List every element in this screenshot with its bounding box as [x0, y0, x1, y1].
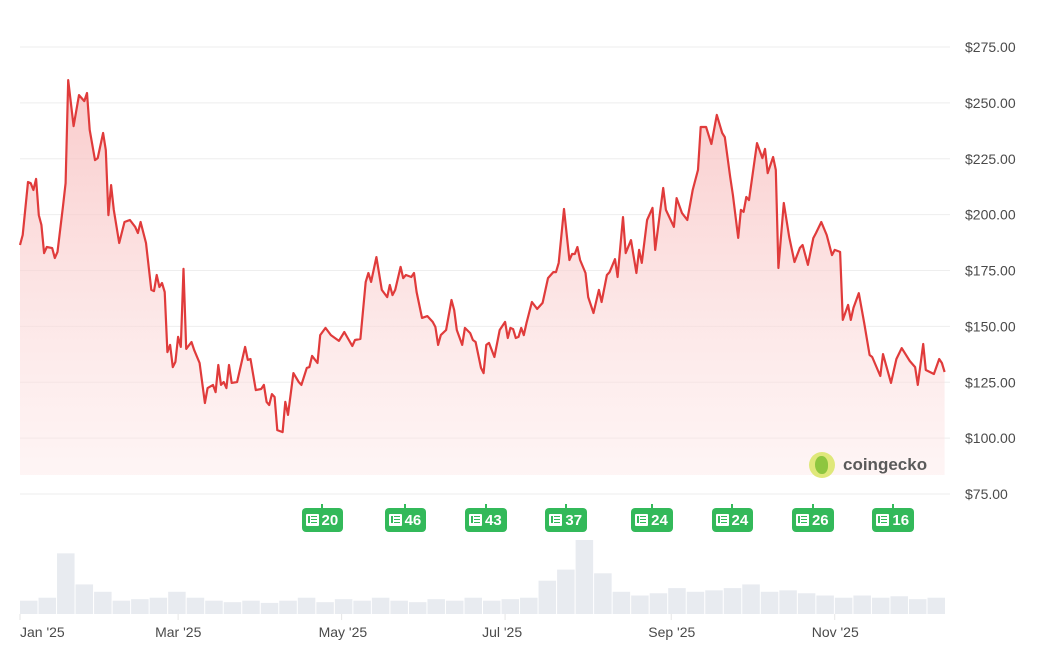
volume-bar — [612, 591, 631, 614]
volume-bar — [38, 597, 57, 614]
volume-bar — [223, 602, 242, 614]
news-count: 20 — [321, 511, 339, 529]
volume-bar — [538, 580, 557, 614]
volume-bar — [890, 596, 908, 614]
x-tick-label: Nov '25 — [812, 624, 859, 640]
volume-bar — [279, 600, 297, 614]
volume-bar — [520, 597, 538, 614]
y-tick-label: $250.00 — [965, 95, 1016, 111]
volume-bar — [760, 591, 779, 614]
news-badge[interactable]: 24 — [711, 504, 754, 532]
newspaper-icon — [469, 514, 482, 526]
newspaper-icon — [305, 514, 319, 526]
y-tick-label: $75.00 — [965, 486, 1008, 502]
x-tick-label: Mar '25 — [155, 624, 201, 640]
news-count: 24 — [731, 511, 749, 529]
volume-bar — [575, 540, 594, 614]
x-tick-label: Jul '25 — [482, 624, 522, 640]
newspaper-icon — [876, 514, 890, 526]
y-tick-label: $200.00 — [965, 207, 1016, 223]
newspaper-icon — [795, 514, 809, 526]
volume-bar — [75, 584, 94, 614]
y-tick-label: $125.00 — [965, 374, 1016, 390]
news-badge[interactable]: 20 — [301, 504, 344, 532]
volume-bar — [316, 602, 334, 614]
volume-bar — [186, 597, 205, 614]
y-tick-label: $225.00 — [965, 151, 1016, 167]
volume-bar — [853, 595, 871, 614]
news-badge[interactable]: 24 — [631, 504, 673, 532]
news-badge[interactable]: 16 — [872, 504, 915, 532]
volume-bar — [408, 602, 427, 614]
y-tick-label: $150.00 — [965, 318, 1016, 334]
volume-bar — [723, 588, 742, 614]
volume-bar — [816, 595, 834, 614]
volume-bar — [168, 591, 186, 614]
volume-bar — [260, 602, 279, 614]
volume-bar — [427, 599, 445, 614]
volume-bar — [297, 597, 316, 614]
volume-bar — [631, 595, 649, 614]
gecko-logo-icon — [809, 452, 835, 478]
news-count: 24 — [651, 511, 668, 529]
volume-bar — [649, 593, 668, 614]
volume-bar — [131, 599, 149, 614]
y-tick-label: $275.00 — [965, 39, 1016, 55]
news-badge[interactable]: 43 — [465, 504, 507, 532]
x-tick-label: Sep '25 — [648, 624, 695, 640]
volume-bar — [445, 600, 464, 614]
volume-bar — [94, 591, 112, 614]
news-badge[interactable]: 26 — [791, 504, 834, 532]
newspaper-icon — [549, 514, 563, 526]
coingecko-watermark: coingecko — [809, 452, 927, 478]
volume-bar — [242, 600, 260, 614]
volume-bar — [464, 597, 482, 614]
volume-bar — [112, 600, 131, 614]
volume-bar — [390, 600, 408, 614]
news-count: 43 — [485, 511, 502, 529]
news-count: 46 — [404, 511, 422, 529]
volume-bar — [557, 569, 575, 614]
price-area-fill — [20, 80, 945, 475]
news-count: 37 — [565, 511, 583, 529]
volume-bar — [705, 590, 723, 614]
news-badge[interactable]: 37 — [545, 504, 588, 532]
x-tick-label: Jan '25 — [20, 624, 65, 640]
volume-bar — [834, 597, 853, 614]
price-line — [18, 79, 946, 434]
volume-bar — [742, 584, 760, 614]
volume-bar — [20, 600, 38, 614]
newspaper-icon — [635, 514, 649, 526]
volume-bar — [927, 597, 945, 614]
volume-bar — [668, 588, 686, 614]
newspaper-icon — [388, 514, 402, 526]
y-tick-label: $100.00 — [965, 430, 1016, 446]
volume-bar — [149, 597, 168, 614]
volume-bar — [501, 599, 520, 614]
volume-bar — [686, 591, 705, 614]
news-count: 26 — [811, 511, 829, 529]
volume-bar — [483, 600, 501, 614]
volume-bar — [334, 599, 353, 614]
volume-bar — [57, 553, 75, 614]
volume-bar — [797, 593, 816, 614]
news-count: 16 — [892, 511, 910, 529]
volume-bar — [779, 590, 797, 614]
volume-bar — [371, 597, 390, 614]
watermark-text: coingecko — [843, 455, 928, 474]
volume-bar — [353, 600, 371, 614]
newspaper-icon — [715, 514, 729, 526]
volume-bar — [908, 599, 927, 614]
volume-bar — [205, 600, 223, 614]
news-badge[interactable]: 46 — [384, 504, 427, 532]
x-tick-label: May '25 — [319, 624, 368, 640]
volume-bar — [594, 573, 612, 614]
volume-bar — [871, 597, 890, 614]
y-tick-label: $175.00 — [965, 263, 1016, 279]
